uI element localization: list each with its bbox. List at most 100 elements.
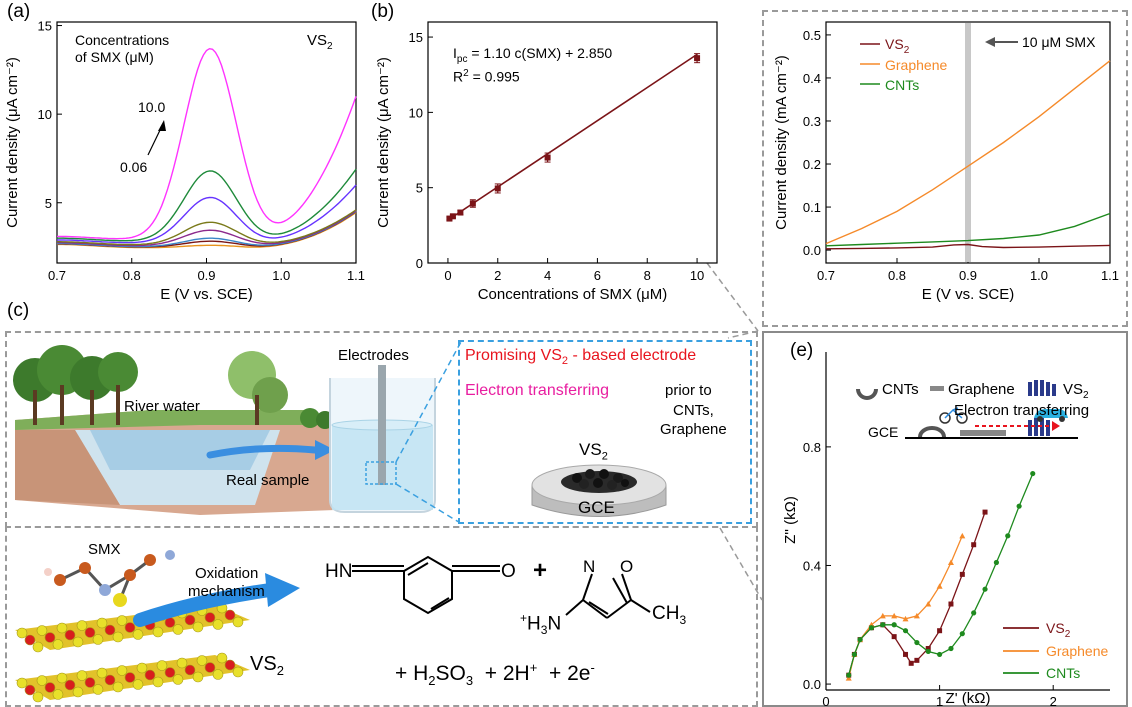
connector-line [706, 262, 759, 332]
data-point [971, 610, 977, 616]
vs2-label-a: VS2 [307, 32, 333, 52]
y-axis-label: Current density (μA cm⁻²) [375, 57, 392, 228]
lattice-atom [32, 641, 44, 653]
x-axis-label: Z' (kΩ) [946, 690, 991, 707]
data-point [868, 625, 875, 631]
x-tick-label: 0.9 [197, 268, 215, 283]
prior-label: prior to [665, 382, 712, 399]
transfer-label: Electron transferring [465, 382, 610, 399]
y-tick-label: 0.1 [803, 200, 821, 215]
data-point [925, 601, 932, 607]
series-line-d [825, 60, 1111, 245]
lattice-atom [124, 672, 136, 683]
lattice-atom [224, 609, 236, 621]
lattice-atom [24, 634, 36, 646]
y-axis-label: Z'' (kΩ) [782, 496, 799, 544]
lattice-atom [192, 671, 204, 683]
y-tick-label: 0 [416, 256, 423, 271]
y-tick-label: 10 [38, 107, 52, 122]
x-tick-label: 0 [822, 694, 829, 707]
x-axis-label: Concentrations of SMX (μM) [478, 286, 668, 303]
fit-equation: Ipc = 1.10 c(SMX) + 2.850 [453, 45, 613, 65]
fit-line [447, 53, 698, 221]
series-line-a [57, 210, 357, 247]
data-point [914, 639, 920, 646]
x-axis-label: E (V vs. SCE) [922, 286, 1015, 303]
data-point [993, 559, 1000, 566]
x-tick-label: 0 [444, 268, 451, 283]
low-conc-label: 0.06 [120, 159, 148, 175]
data-point [937, 651, 943, 658]
zoom-line [395, 483, 463, 525]
data-point [1016, 503, 1022, 509]
panel-label-c: (c) [7, 300, 30, 321]
x-tick-label: 2 [494, 268, 501, 283]
cnt-icon [856, 388, 878, 400]
data-point [449, 213, 456, 220]
y-tick-label: 0.4 [803, 71, 821, 86]
lattice-atom [156, 660, 168, 671]
series-line-a [57, 168, 357, 242]
arrow-head [158, 120, 166, 131]
inset-vs2: VS2 [1063, 381, 1089, 401]
panel-c-bottom-box [5, 526, 758, 707]
lattice-atom [172, 624, 184, 635]
data-point [902, 628, 909, 634]
inset-transfer: Electron transferring [954, 402, 1090, 419]
data-point [880, 622, 886, 628]
data-point [1005, 533, 1011, 539]
marker-band [965, 23, 971, 262]
blue-dash-box [458, 340, 752, 524]
lattice-atom [36, 675, 48, 686]
x-tick-label: 6 [594, 268, 601, 283]
data-point [457, 209, 464, 216]
conc-title-2: of SMX (μM) [75, 49, 154, 65]
vs2-on-gce [1028, 418, 1050, 436]
car-icon [1059, 416, 1065, 422]
data-point [891, 622, 897, 628]
lattice-atom [192, 621, 204, 633]
x-tick-label: 0.9 [959, 268, 977, 283]
y-tick-label: 10 [409, 105, 423, 120]
o2-label: O [620, 557, 634, 576]
data-point [908, 660, 914, 666]
data-point [857, 636, 863, 643]
lattice-atom [112, 631, 124, 643]
legend-e-cnts: CNTs [1046, 665, 1081, 681]
lattice-atom [124, 622, 136, 633]
lattice-atom [52, 689, 64, 700]
lattice-atom [216, 652, 228, 664]
y-tick-label: 15 [409, 30, 423, 45]
data-point [694, 55, 701, 62]
series-line-a [57, 184, 357, 244]
legend-e-graphene: Graphene [1046, 643, 1109, 659]
r-squared: R2 = 0.995 [453, 68, 520, 85]
lattice-atom [84, 627, 96, 638]
y-tick-label: 0.0 [803, 243, 821, 258]
lattice-atom [232, 616, 244, 628]
car-icon [1037, 416, 1043, 422]
prior-cnts-label: CNTs, [673, 402, 714, 419]
data-point [925, 645, 931, 651]
data-point [948, 601, 954, 607]
y-tick-label: 0.2 [803, 157, 821, 172]
data-point [947, 559, 954, 566]
lattice-atom [132, 629, 144, 640]
x-axis-label: E (V vs. SCE) [160, 286, 253, 303]
series-line-d [825, 243, 1111, 250]
legend-d-graphene: Graphene [885, 57, 948, 73]
graphene-on-gce [960, 430, 1006, 436]
lattice-atom [132, 679, 144, 690]
n-label: N [583, 557, 596, 576]
data-point [494, 185, 501, 192]
lattice-atom [64, 629, 76, 641]
panel-label-e: (e) [790, 340, 814, 361]
isoxazole-structure [565, 573, 651, 619]
lattice-atom [104, 624, 116, 636]
products-equation: + H2SO3 + 2H+ + 2e- [395, 660, 595, 689]
bicycle-icon [944, 407, 963, 419]
vs2-lattice-illustration [15, 602, 250, 703]
smx-molecule-illustration [44, 550, 175, 607]
y-tick-label: 0.5 [803, 28, 821, 43]
